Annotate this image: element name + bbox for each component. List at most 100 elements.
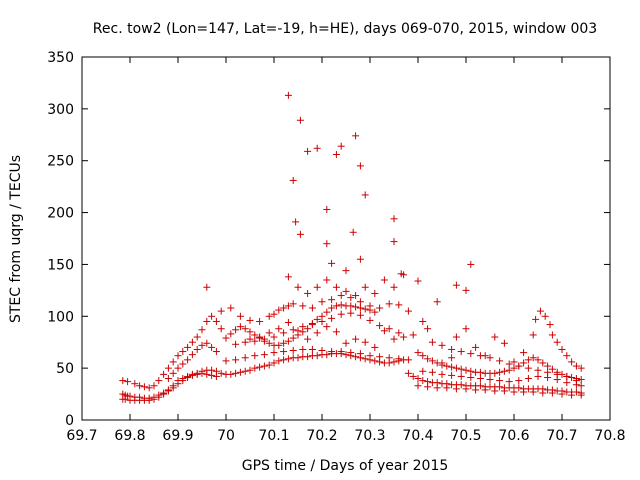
data-point: [419, 377, 427, 385]
x-tick-label: 70.3: [354, 428, 385, 444]
data-point: [227, 330, 235, 338]
data-point: [203, 370, 211, 378]
data-point: [548, 331, 556, 339]
data-point: [532, 315, 540, 323]
data-point: [496, 368, 504, 376]
data-point: [203, 283, 211, 291]
data-point: [349, 228, 357, 236]
data-point: [124, 378, 132, 386]
data-point: [452, 364, 460, 372]
data-point: [313, 329, 321, 337]
data-point: [385, 354, 393, 362]
data-point: [467, 367, 475, 375]
data-point: [265, 361, 273, 369]
data-point: [395, 301, 403, 309]
data-point: [337, 301, 345, 309]
data-point: [328, 314, 336, 322]
data-point: [366, 352, 374, 360]
data-point: [251, 364, 259, 372]
data-point: [371, 357, 379, 365]
data-point: [371, 289, 379, 297]
data-point: [361, 355, 369, 363]
data-point: [246, 328, 254, 336]
data-point: [347, 302, 355, 310]
data-point: [563, 372, 571, 380]
data-point: [203, 339, 211, 347]
data-point: [496, 377, 504, 385]
data-point: [241, 354, 249, 362]
x-tick-label: 69.8: [114, 428, 145, 444]
data-point: [572, 388, 580, 396]
y-axis-label: STEC from uqrg / TECUs: [8, 155, 24, 323]
data-point: [548, 365, 556, 373]
data-point: [428, 338, 436, 346]
data-point: [457, 348, 465, 356]
data-point: [217, 369, 225, 377]
data-point: [164, 375, 172, 383]
data-point: [188, 338, 196, 346]
data-point: [131, 380, 139, 388]
data-point: [577, 376, 585, 384]
data-point: [361, 191, 369, 199]
data-point: [265, 339, 273, 347]
data-point: [260, 362, 268, 370]
data-point: [424, 355, 432, 363]
data-point: [260, 335, 268, 343]
data-point: [275, 306, 283, 314]
data-point: [342, 339, 350, 347]
data-point: [356, 350, 364, 358]
data-point: [505, 360, 513, 368]
data-point: [347, 309, 355, 317]
data-point: [140, 383, 148, 391]
x-tick-label: 70.5: [450, 428, 481, 444]
data-point: [179, 377, 187, 385]
data-point: [236, 323, 244, 331]
data-point: [452, 281, 460, 289]
data-point: [308, 345, 316, 353]
data-point: [155, 377, 163, 385]
data-point: [318, 298, 326, 306]
data-point: [308, 320, 316, 328]
data-point: [184, 356, 192, 364]
data-point: [438, 341, 446, 349]
data-point: [544, 362, 552, 370]
data-point: [500, 339, 508, 347]
x-tick-label: 70.2: [306, 428, 337, 444]
data-point: [292, 218, 300, 226]
data-point: [193, 333, 201, 341]
data-point: [280, 304, 288, 312]
y-tick-label: 200: [47, 206, 74, 222]
data-point: [438, 359, 446, 367]
plot-frame: [81, 56, 611, 421]
data-point: [395, 329, 403, 337]
data-point: [572, 377, 580, 385]
data-point: [296, 230, 304, 238]
data-point: [433, 384, 441, 392]
data-point: [572, 362, 580, 370]
data-point: [284, 337, 292, 345]
data-point: [289, 334, 297, 342]
data-point: [548, 389, 556, 397]
data-points: [119, 91, 585, 404]
data-point: [304, 353, 312, 361]
data-point: [380, 276, 388, 284]
data-point: [280, 329, 288, 337]
data-point: [352, 335, 360, 343]
data-point: [361, 283, 369, 291]
data-point: [404, 307, 412, 315]
data-point: [284, 355, 292, 363]
data-point: [524, 375, 532, 383]
x-tick-label: 70.1: [258, 428, 289, 444]
data-point: [577, 364, 585, 372]
data-point: [376, 353, 384, 361]
data-point: [553, 338, 561, 346]
data-point: [472, 386, 480, 394]
data-point: [568, 373, 576, 381]
data-point: [400, 333, 408, 341]
data-point: [256, 363, 264, 371]
data-point: [337, 142, 345, 150]
data-point: [380, 327, 388, 335]
data-point: [529, 354, 537, 362]
data-point: [313, 283, 321, 291]
data-point: [155, 393, 163, 401]
